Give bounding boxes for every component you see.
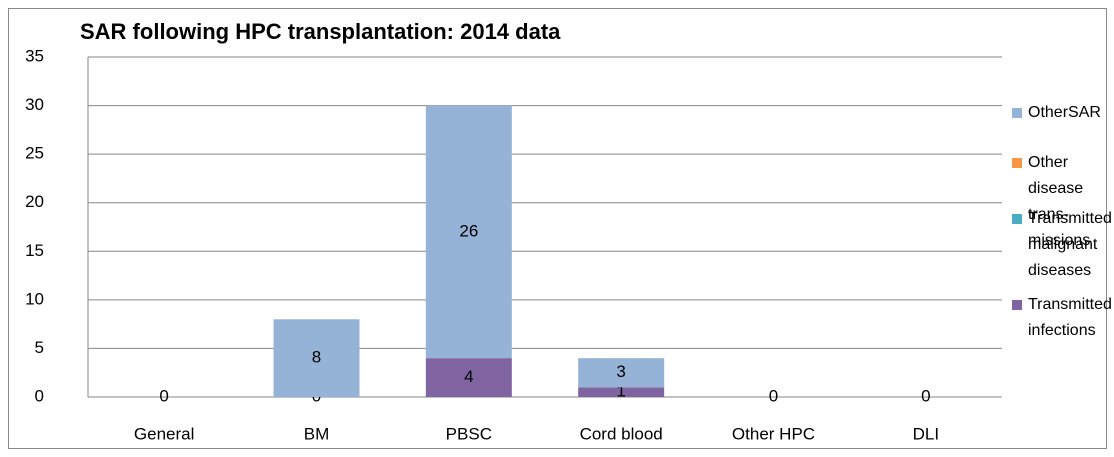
data-label: 8 xyxy=(312,348,321,367)
legend-swatch xyxy=(1012,158,1022,168)
legend-entry: Transmitted infections xyxy=(1012,292,1112,344)
data-label: 0 xyxy=(159,386,168,405)
legend-swatch xyxy=(1012,214,1022,224)
data-label: 0 xyxy=(769,386,778,405)
bar-segment xyxy=(578,358,665,388)
frame xyxy=(8,8,1107,449)
legend-swatch xyxy=(1012,108,1022,118)
x-tick-label: DLI xyxy=(913,424,939,443)
legend-label: OtherSAR xyxy=(1028,104,1101,121)
x-tick-label: Cord blood xyxy=(580,424,663,443)
x-tick-label: General xyxy=(134,424,194,443)
y-tick-label: 10 xyxy=(25,289,44,308)
y-tick-label: 30 xyxy=(25,95,44,114)
y-tick-label: 20 xyxy=(25,192,44,211)
bar-segment xyxy=(425,358,512,397)
x-tick-label: Other HPC xyxy=(732,424,815,443)
bar-segment xyxy=(578,387,665,397)
legend-swatch xyxy=(1012,300,1022,310)
bar-segment xyxy=(273,319,360,397)
y-tick-label: 0 xyxy=(35,386,44,405)
data-label: 26 xyxy=(459,221,478,240)
y-tick-label: 35 xyxy=(25,46,44,65)
x-tick-label: BM xyxy=(304,424,330,443)
chart-title: SAR following HPC transplantation: 2014 … xyxy=(80,19,561,44)
y-tick-label: 25 xyxy=(25,144,44,163)
x-tick-label: PBSC xyxy=(446,424,492,443)
y-tick-label: 5 xyxy=(35,338,44,357)
y-tick-label: 15 xyxy=(25,241,44,260)
legend-entry: Transmitted malignant diseases xyxy=(1012,206,1112,284)
data-label: 4 xyxy=(464,367,473,386)
legend-entry: OtherSAR xyxy=(1012,100,1108,126)
legend-label: Transmitted infections xyxy=(1028,296,1112,339)
legend-entry: Other disease trans-missions xyxy=(1012,150,1108,254)
legend-label: Transmitted malignant diseases xyxy=(1028,210,1112,279)
data-label: 3 xyxy=(616,362,625,381)
data-label: 0 xyxy=(921,386,930,405)
data-label: 1 xyxy=(616,382,625,401)
bar-segment xyxy=(425,105,512,359)
legend-label: Other disease trans-missions xyxy=(1028,154,1091,249)
